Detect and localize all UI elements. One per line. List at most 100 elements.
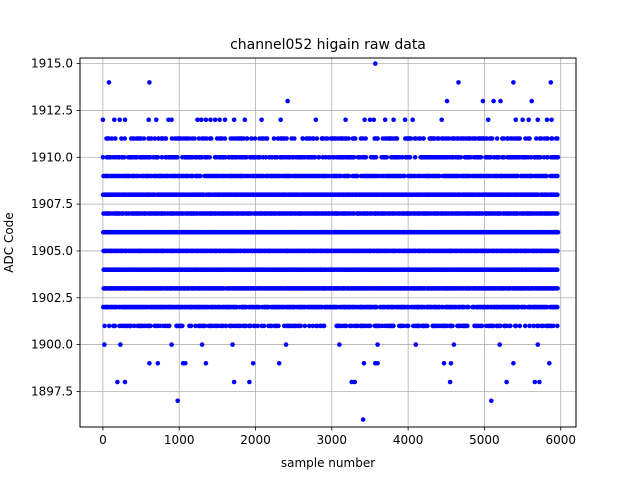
data-point (531, 323, 536, 329)
data-point (159, 155, 165, 160)
data-point (410, 117, 416, 123)
y-axis-label: ADC Code (2, 212, 16, 272)
data-point (532, 379, 538, 385)
data-point (456, 80, 461, 85)
data-point (382, 117, 388, 123)
data-point (405, 323, 411, 329)
data-point (522, 323, 528, 329)
data-point (312, 155, 318, 160)
data-point (223, 323, 229, 329)
data-point (259, 117, 264, 123)
y-tick-label: 1907.5 (31, 197, 73, 211)
data-point (283, 342, 289, 347)
data-point (537, 379, 542, 385)
data-point (545, 136, 550, 141)
data-point (269, 323, 274, 329)
data-point (535, 117, 541, 123)
data-point (515, 173, 520, 179)
data-point (446, 136, 452, 141)
data-point (466, 304, 471, 310)
data-point (352, 136, 358, 141)
data-point (517, 136, 522, 141)
data-point (109, 136, 115, 141)
data-point (549, 136, 555, 141)
data-point (208, 136, 214, 141)
data-point (513, 117, 518, 123)
data-point (479, 323, 485, 329)
data-point (490, 323, 496, 329)
data-point (535, 342, 541, 347)
data-point (555, 267, 560, 273)
data-point (555, 286, 560, 291)
data-point (527, 136, 532, 141)
data-point (102, 323, 107, 329)
data-point (192, 136, 197, 141)
x-tick-label: 5000 (469, 433, 500, 447)
y-tick-label: 1905.0 (31, 244, 73, 258)
data-point (313, 117, 319, 123)
data-point (402, 173, 407, 179)
data-point (351, 155, 357, 160)
data-point (212, 117, 218, 123)
data-point (202, 323, 208, 329)
data-point (154, 117, 159, 123)
data-point (169, 342, 174, 347)
data-point (412, 155, 418, 160)
data-point (257, 155, 263, 160)
data-point (175, 398, 180, 404)
data-point (373, 155, 379, 160)
data-point (222, 117, 228, 123)
data-point (547, 361, 552, 366)
data-point (375, 342, 380, 347)
data-point (222, 136, 228, 141)
data-point (231, 379, 237, 385)
data-point (147, 361, 152, 366)
data-point (155, 155, 161, 160)
data-point (249, 136, 254, 141)
data-point (346, 136, 351, 141)
data-point (169, 117, 174, 123)
data-point (511, 80, 516, 85)
data-point (106, 80, 112, 85)
data-point (106, 136, 111, 141)
data-point (363, 136, 368, 141)
data-point (100, 155, 106, 160)
data-point (134, 155, 139, 160)
data-point (310, 323, 316, 329)
data-point (538, 136, 544, 141)
data-point (274, 155, 280, 160)
data-point (264, 136, 270, 141)
data-point (497, 342, 503, 347)
data-point (141, 136, 147, 141)
x-tick-label: 0 (99, 433, 107, 447)
data-point (188, 323, 194, 329)
data-point (352, 379, 358, 385)
plot-frame (79, 57, 577, 428)
data-point (252, 136, 258, 141)
data-point (480, 98, 486, 104)
data-point (491, 98, 496, 104)
data-point (441, 361, 447, 366)
data-point (298, 323, 304, 329)
data-point (494, 136, 500, 141)
data-point (321, 323, 327, 329)
data-point (511, 361, 516, 366)
data-point (100, 117, 106, 123)
x-axis-label: sample number (281, 456, 375, 470)
data-point (401, 323, 406, 329)
data-point (147, 80, 152, 85)
data-point (146, 117, 151, 123)
data-point (478, 155, 484, 160)
data-point (458, 155, 464, 160)
data-point (276, 361, 282, 366)
data-point (250, 361, 256, 366)
data-point (167, 323, 172, 329)
data-point (261, 323, 267, 329)
data-point (384, 155, 390, 160)
data-point (447, 379, 453, 385)
data-point (394, 136, 400, 141)
data-point (436, 136, 441, 141)
data-point (555, 155, 561, 160)
